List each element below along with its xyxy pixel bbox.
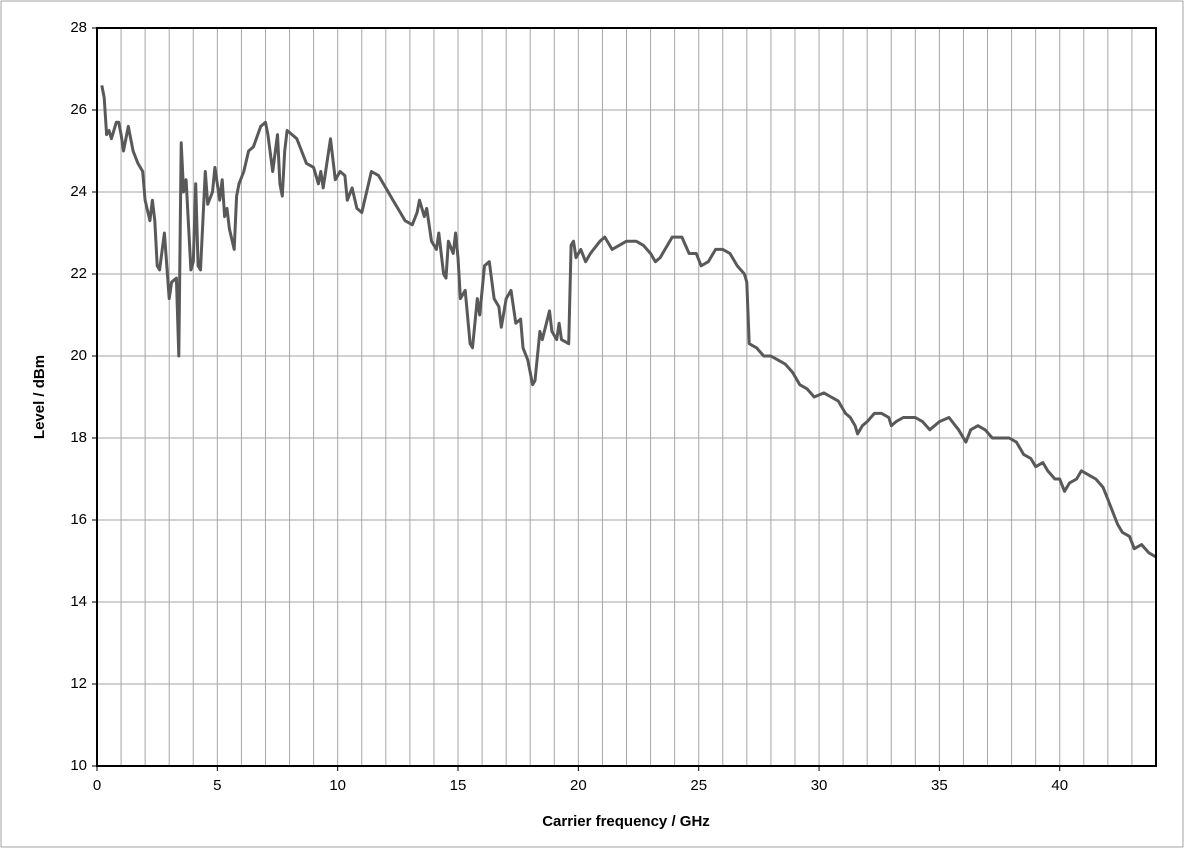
y-tick-label: 12	[70, 675, 87, 692]
x-tick-label: 15	[450, 777, 467, 794]
plot-border	[96, 27, 1157, 767]
x-tick-label: 10	[329, 777, 346, 794]
x-tick-label: 35	[931, 777, 948, 794]
y-tick-label: 24	[70, 183, 87, 200]
y-tick-label: 16	[70, 511, 87, 528]
y-tick-label: 20	[70, 347, 87, 364]
data-line	[100, 85, 1157, 559]
x-tick-label: 25	[690, 777, 707, 794]
y-tick-label: 18	[70, 429, 87, 446]
x-tick-label: 0	[93, 777, 101, 794]
x-axis-title: Carrier frequency / GHz	[542, 813, 710, 830]
x-tick-label: 40	[1051, 777, 1068, 794]
y-tick-label: 14	[70, 593, 87, 610]
y-tick-label: 10	[70, 757, 87, 774]
y-tick-label: 28	[70, 19, 87, 36]
x-tick-label: 20	[570, 777, 587, 794]
y-axis-title: Level / dBm	[31, 355, 48, 439]
y-tick-label: 22	[70, 265, 87, 282]
x-tick-label: 5	[213, 777, 221, 794]
x-tick-label: 30	[811, 777, 828, 794]
y-tick-label: 26	[70, 101, 87, 118]
